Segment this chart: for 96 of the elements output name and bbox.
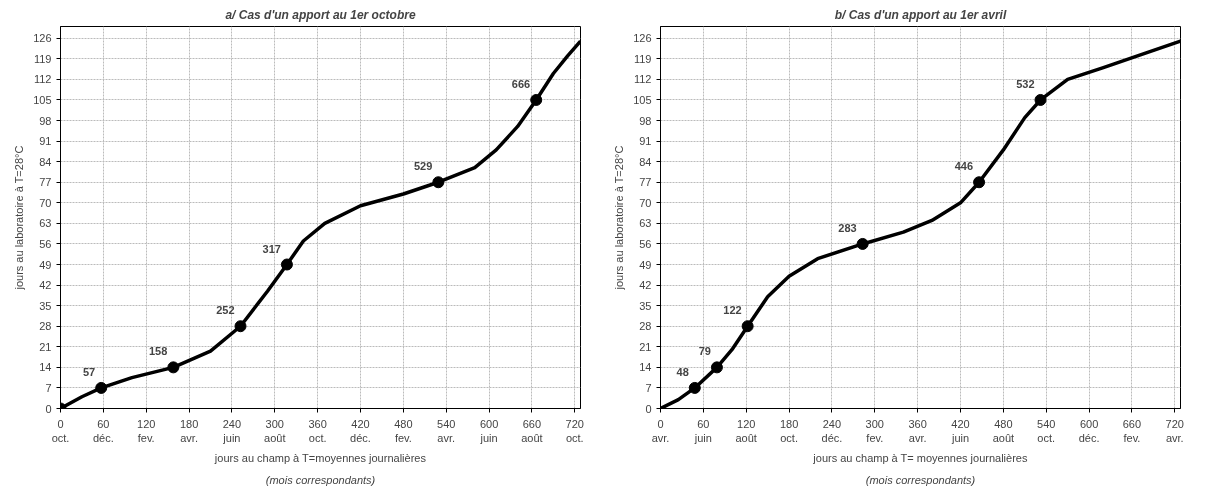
x-tick-label: 480 fev. [394,417,413,444]
x-tick-label: 120 août [735,417,757,444]
annotation: 532 [1016,77,1035,90]
x-tick-label: 420 déc. [350,417,371,444]
point [741,320,754,333]
y-tick-label: 42 [39,279,52,292]
chart-title: a/ Cas d'un apport au 1er octobre [225,7,416,22]
y-tick-label: 105 [33,93,52,106]
x-tick-label: 240 déc. [821,417,843,444]
x-axis-title: jours au champ à T= moyennes journalières [812,451,1028,464]
annotation: 57 [82,365,96,378]
y-tick-label: 84 [39,155,52,168]
y-tick-label: 70 [639,196,652,209]
y-tick-label: 91 [639,135,652,148]
y-tick-label: 0 [645,402,652,415]
annotation: 529 [414,160,433,173]
point [95,381,108,394]
x-tick-label: 720 oct. [565,417,584,444]
point [530,93,543,106]
x-tick-label: 720 avr. [1165,417,1184,444]
y-tick-label: 98 [39,114,52,127]
y-tick-label: 119 [633,52,652,65]
y-tick-label: 42 [639,279,652,292]
y-tick-label: 49 [39,258,52,271]
y-tick-label: 63 [639,217,652,230]
y-tick-label: 112 [33,73,52,86]
y-tick-label: 119 [33,52,52,65]
y-tick-label: 14 [39,361,52,374]
y-axis-title: jours au laboratoire à T=28°C [613,145,626,291]
x-tick-label: 180 oct. [779,417,799,444]
y-tick-label: 28 [639,320,652,333]
y-axis-title: jours au laboratoire à T=28°C [13,145,26,291]
annotation: 283 [838,221,857,234]
y-tick-label: 112 [633,73,652,86]
x-tick-label: 540 oct. [1037,417,1056,444]
y-tick-label: 77 [639,176,652,189]
annotation: 48 [676,365,689,378]
text: (mois correspondants) [865,473,976,486]
point [856,237,869,250]
x-tick-label: 0 avr. [651,417,670,444]
y-tick-label: 49 [639,258,652,271]
y-tick-label: 77 [39,176,52,189]
y-tick-label: 21 [39,340,52,353]
text: (mois correspondants) [265,473,376,486]
x-tick-label: 600 juin [479,417,499,444]
y-tick-label: 7 [45,381,52,394]
y-tick-label: 84 [639,155,652,168]
point [167,361,180,374]
y-tick-label: 63 [39,217,52,230]
annotation: 79 [698,345,711,358]
y-tick-label: 105 [633,93,652,106]
x-tick-label: 300 août [264,417,286,444]
x-tick-label: 660 fev. [1122,417,1142,444]
x-tick-label: 540 avr. [437,417,456,444]
point [1034,93,1047,106]
annotation: 317 [262,242,281,255]
y-tick-label: 7 [645,381,652,394]
x-tick-label: 120 fev. [137,417,156,444]
x-axis-title: jours au champ à T=moyennes journalières [213,451,427,464]
point [973,176,986,189]
chart-title: b/ Cas d'un apport au 1er avril [834,7,1007,22]
y-tick-label: 70 [39,196,52,209]
annotation: 122 [723,304,742,317]
y-tick-label: 0 [45,402,52,415]
annotation: 158 [149,345,168,358]
x-tick-label: 60 déc. [92,417,114,444]
annotation: 666 [511,77,531,90]
point [432,176,445,189]
y-tick-label: 21 [639,340,652,353]
x-tick-label: 360 avr. [908,417,927,444]
x-tick-label: 480 août [992,417,1015,444]
y-tick-label: 91 [39,135,52,148]
y-tick-label: 56 [39,237,52,250]
y-tick-label: 98 [639,114,652,127]
x-tick-label: 0 oct. [51,417,70,444]
y-tick-label: 126 [633,32,652,45]
x-tick-label: 60 juin [693,417,712,444]
x-tick-label: 300 fev. [865,417,884,444]
y-tick-label: 14 [639,361,652,374]
annotation: 252 [216,304,235,317]
y-tick-label: 35 [39,299,52,312]
x-tick-label: 420 juin [950,417,970,444]
y-tick-label: 28 [39,320,52,333]
point [710,361,723,374]
y-tick-label: 56 [639,237,652,250]
point [234,320,247,333]
point [280,258,293,271]
x-tick-label: 240 juin [222,417,242,444]
x-tick-label: 660 août [521,417,543,444]
point [688,381,701,394]
y-tick-label: 35 [639,299,652,312]
y-tick-label: 126 [33,32,52,45]
x-tick-label: 180 avr. [179,417,199,444]
annotation: 446 [954,160,974,173]
x-tick-label: 600 déc. [1078,417,1100,444]
x-tick-label: 360 oct. [308,417,327,444]
